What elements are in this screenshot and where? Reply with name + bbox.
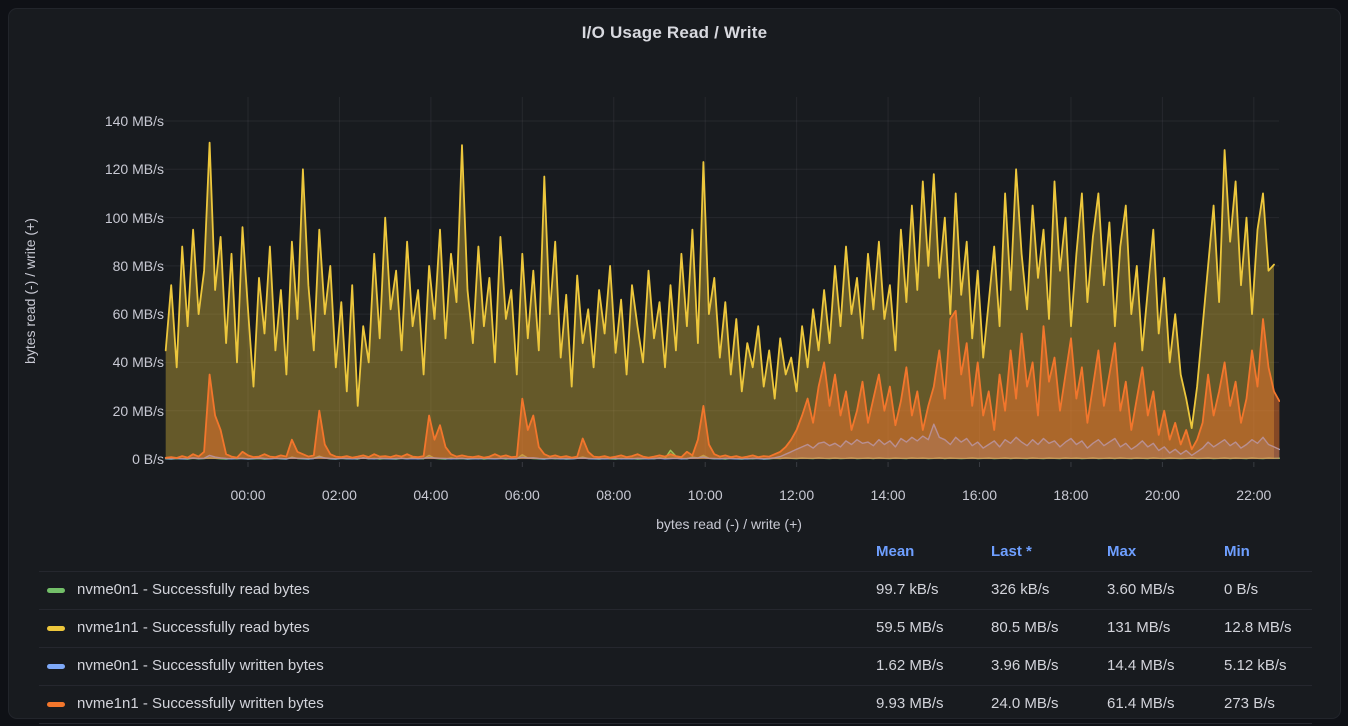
legend-value-min: 273 B/s [1224,695,1275,712]
x-axis-tick: 02:00 [321,487,357,503]
legend-value-mean: 1.62 MB/s [876,657,944,674]
legend-value-mean: 99.7 kB/s [876,581,939,598]
x-axis-label: bytes read (-) / write (+) [656,516,802,532]
y-axis-tick: 20 MB/s [112,402,164,419]
x-axis-tick: 20:00 [1144,487,1180,503]
series-label[interactable]: nvme0n1 - Successfully read bytes [77,581,310,598]
y-axis-tick: 60 MB/s [112,306,164,323]
legend-table: Mean Last * Max Min nvme0n1 - Successful… [39,537,1312,724]
series-color-swatch[interactable] [47,626,65,631]
y-axis-tick: 80 MB/s [112,257,164,274]
panel-title[interactable]: I/O Usage Read / Write [581,23,768,42]
legend-header-row: Mean Last * Max Min [39,537,1312,572]
series-line-nvme1n1-write [164,309,1280,459]
legend-value-max: 61.4 MB/s [1107,695,1175,712]
y-axis-tick: 140 MB/s [104,112,164,129]
x-axis-tick: 14:00 [870,487,906,503]
y-axis-tick: 100 MB/s [104,209,164,226]
series-label[interactable]: nvme1n1 - Successfully written bytes [77,695,324,712]
series-area-nvme1n1-read [165,142,1275,459]
x-axis-tick: 12:00 [779,487,815,503]
legend-rows: nvme0n1 - Successfully read bytes 99.7 kB… [39,572,1312,724]
x-axis-tick: 08:00 [596,487,632,503]
legend-value-min: 0 B/s [1224,581,1259,598]
time-series-plot[interactable] [9,9,1340,718]
legend-value-mean: 59.5 MB/s [876,619,944,636]
legend-value-last: 326 kB/s [991,581,1050,598]
x-axis-tick: 06:00 [504,487,540,503]
legend-row-nvme0n1-read: nvme0n1 - Successfully read bytes 99.7 kB… [39,572,1312,610]
x-axis-tick: 18:00 [1053,487,1089,503]
legend-row-nvme0n1-write: nvme0n1 - Successfully written bytes 1.62… [39,648,1312,686]
y-axis-tick: 120 MB/s [104,161,164,178]
x-axis-tick: 16:00 [961,487,998,503]
y-axis-tick: 40 MB/s [112,354,164,371]
x-axis-tick: 00:00 [230,487,266,503]
series-label[interactable]: nvme1n1 - Successfully read bytes [77,619,310,636]
legend-header-mean[interactable]: Mean [876,543,915,560]
legend-value-max: 14.4 MB/s [1107,657,1175,674]
series-area-nvme1n1-write [165,310,1280,459]
legend-row-nvme1n1-write: nvme1n1 - Successfully written bytes 9.93… [39,686,1312,724]
y-axis-tick: 0 B/s [132,451,164,467]
legend-value-last: 3.96 MB/s [991,657,1059,674]
legend-header-max[interactable]: Max [1107,543,1137,560]
x-axis-tick: 10:00 [687,487,723,503]
legend-value-min: 12.8 MB/s [1224,619,1292,636]
x-axis-tick: 22:00 [1236,487,1272,503]
legend-value-min: 5.12 kB/s [1224,657,1287,674]
series-label[interactable]: nvme0n1 - Successfully written bytes [77,657,324,674]
x-axis-tick: 04:00 [413,487,449,503]
legend-row-nvme1n1-read: nvme1n1 - Successfully read bytes 59.5 MB… [39,610,1312,648]
series-color-swatch[interactable] [47,664,65,669]
legend-value-mean: 9.93 MB/s [876,695,944,712]
legend-header-min[interactable]: Min [1224,543,1250,560]
legend-header-last[interactable]: Last * [991,543,1032,560]
legend-value-max: 3.60 MB/s [1107,581,1175,598]
legend-value-last: 24.0 MB/s [991,695,1059,712]
grafana-panel: I/O Usage Read / Write bytes read (-) / … [8,8,1341,724]
series-line-nvme1n1-read [164,141,1275,430]
legend-value-last: 80.5 MB/s [991,619,1059,636]
legend-value-max: 131 MB/s [1107,619,1171,636]
series-color-swatch[interactable] [47,588,65,593]
series-color-swatch[interactable] [47,702,65,707]
